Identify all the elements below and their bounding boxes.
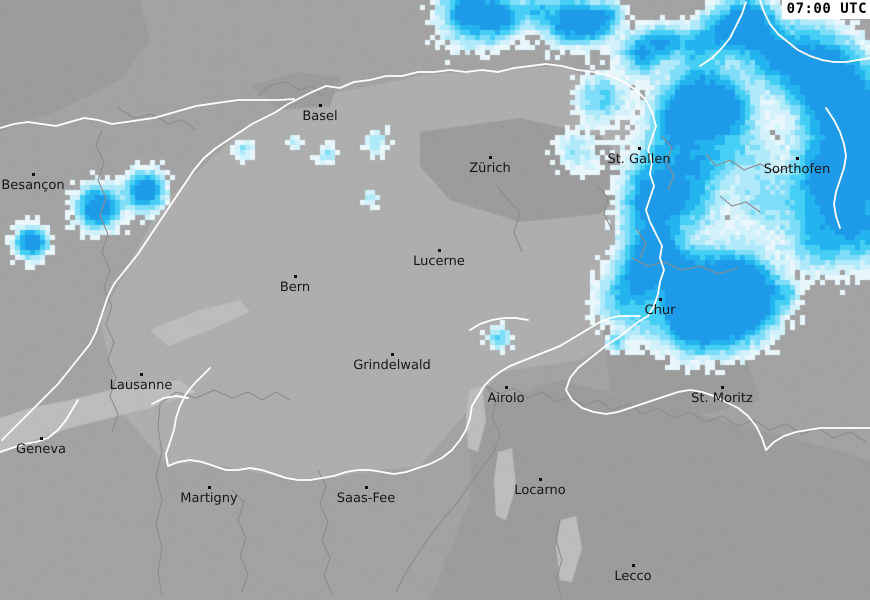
city-label: Besançon	[1, 178, 64, 193]
city-dot-icon	[539, 478, 542, 481]
city-dot-icon	[32, 173, 35, 176]
city-dot-icon	[438, 249, 441, 252]
city-label: Basel	[302, 109, 337, 124]
city-dot-icon	[365, 486, 368, 489]
radar-map-viewport[interactable]: Basel Zürich St. Gallen Sonthofen Besançon Lu…	[0, 0, 870, 600]
city-label: Zürich	[469, 161, 511, 176]
city-dot-icon	[489, 156, 492, 159]
city-dot-icon	[659, 298, 662, 301]
city-dot-icon	[796, 157, 799, 160]
city-label: Chur	[645, 303, 676, 318]
city-dot-icon	[140, 373, 143, 376]
city-label: Lucerne	[413, 254, 465, 269]
city-label: Grindelwald	[353, 358, 431, 373]
city-label: Lausanne	[110, 378, 173, 393]
city-dot-icon	[632, 564, 635, 567]
city-label: St. Gallen	[607, 152, 670, 167]
city-label: Geneva	[16, 442, 66, 457]
timestamp-badge: 07:00 UTC	[782, 0, 870, 19]
city-label: Bern	[280, 280, 310, 295]
city-label: Saas-Fee	[337, 491, 395, 506]
city-label: Airolo	[487, 391, 524, 406]
city-label: Locarno	[514, 483, 565, 498]
city-dot-icon	[505, 386, 508, 389]
city-dot-icon	[208, 486, 211, 489]
city-dot-icon	[294, 275, 297, 278]
city-dot-icon	[391, 353, 394, 356]
city-dot-icon	[319, 104, 322, 107]
city-dot-icon	[638, 147, 641, 150]
city-label: Martigny	[180, 491, 237, 506]
city-label-layer: Basel Zürich St. Gallen Sonthofen Besançon Lu…	[0, 0, 870, 600]
city-label: Lecco	[614, 569, 651, 584]
city-label: Sonthofen	[764, 162, 831, 177]
city-label: St. Moritz	[691, 391, 753, 406]
city-dot-icon	[721, 386, 724, 389]
city-dot-icon	[40, 437, 43, 440]
